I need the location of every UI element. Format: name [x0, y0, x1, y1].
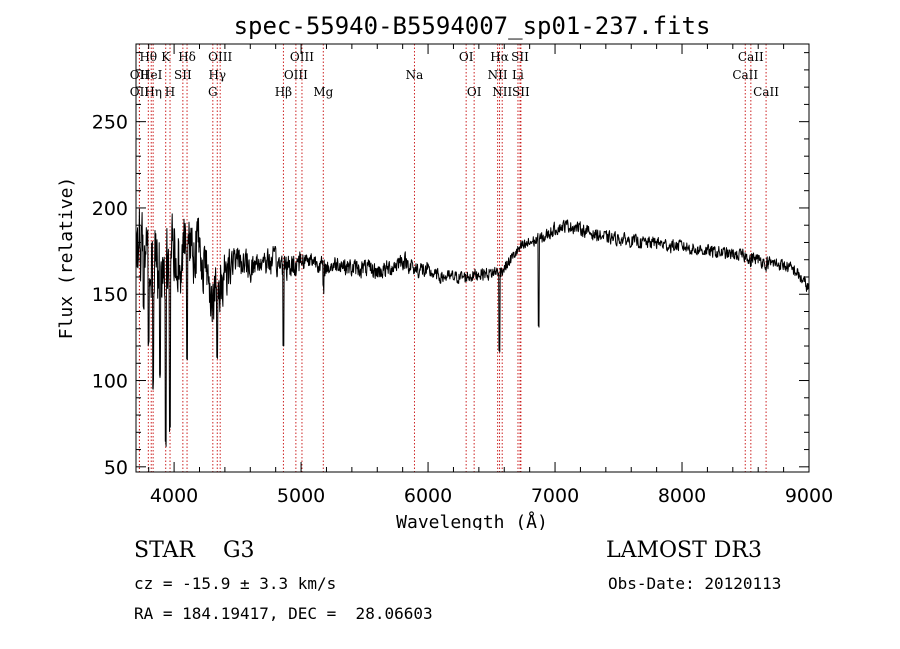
spectral-line-label: NII	[492, 85, 512, 99]
y-tick-label: 200	[92, 198, 128, 220]
spectral-line-label: Hη	[144, 85, 162, 99]
spectrum-line	[135, 209, 810, 447]
x-tick-label: 8000	[658, 485, 706, 507]
spectral-line-label: OIII	[284, 68, 308, 82]
y-tick-label: 100	[92, 371, 128, 393]
y-axis-label: Flux (relative)	[56, 177, 77, 340]
spectral-line-label: NII	[488, 68, 508, 82]
spectrum-chart: 4000 5000 6000 7000 8000 9000 50 100 150 200 250 Hθ…	[56, 12, 833, 530]
spectral-line-label: G	[208, 85, 218, 99]
coordinates: RA = 184.19417, DEC = 28.06603	[134, 604, 433, 623]
spectral-line-label: OI	[459, 50, 474, 64]
y-tick-label: 150	[92, 284, 128, 306]
plot-frame	[135, 43, 810, 473]
spectral-line-label: OI	[467, 85, 482, 99]
redshift-velocity: cz = -15.9 ± 3.3 km/s	[134, 574, 337, 593]
spectral-line-label: K	[161, 50, 171, 64]
y-tick-label: 50	[104, 457, 128, 479]
x-tick-label: 6000	[404, 485, 452, 507]
y-tick-label: 250	[92, 112, 128, 134]
spectral-line-label: SII	[512, 85, 530, 99]
spectral-line-label: Hγ	[208, 68, 226, 82]
spectral-line-label: HeI	[140, 68, 163, 82]
spectral-line-label: OIII	[208, 50, 232, 64]
spectral-line-label: Hδ	[178, 50, 196, 64]
spectral-line-label: CaII	[753, 85, 779, 99]
x-tick-label: 4000	[150, 485, 198, 507]
spectral-line-label: CaII	[732, 68, 758, 82]
spectral-line-label: SII	[511, 50, 529, 64]
spectral-line-label: OII	[130, 68, 150, 82]
chart-title: spec-55940-B5594007_sp01-237.fits	[234, 12, 711, 40]
x-axis-label: Wavelength (Å)	[396, 511, 548, 530]
spectral-line-label: Li	[512, 68, 524, 82]
spectral-line-label: H	[165, 85, 175, 99]
x-tick-label: 5000	[277, 485, 325, 507]
spectral-line-label: SII	[174, 68, 192, 82]
spectral-line-label: CaII	[738, 50, 764, 64]
spectral-line-label: Hα	[490, 50, 509, 64]
spectral-line-label: Hθ	[139, 50, 157, 64]
x-tick-label: 9000	[785, 485, 833, 507]
spectral-line-label: OIII	[290, 50, 314, 64]
spectral-line-label: Hβ	[275, 85, 292, 99]
spectral-line-label: OII	[130, 85, 150, 99]
survey-name: LAMOST DR3	[606, 538, 762, 563]
spectral-line-label: Mg	[313, 85, 333, 99]
spectral-line-label: Na	[406, 68, 424, 82]
object-class: STAR G3	[134, 538, 255, 563]
observation-date: Obs-Date: 20120113	[608, 574, 782, 593]
x-tick-label: 7000	[531, 485, 579, 507]
